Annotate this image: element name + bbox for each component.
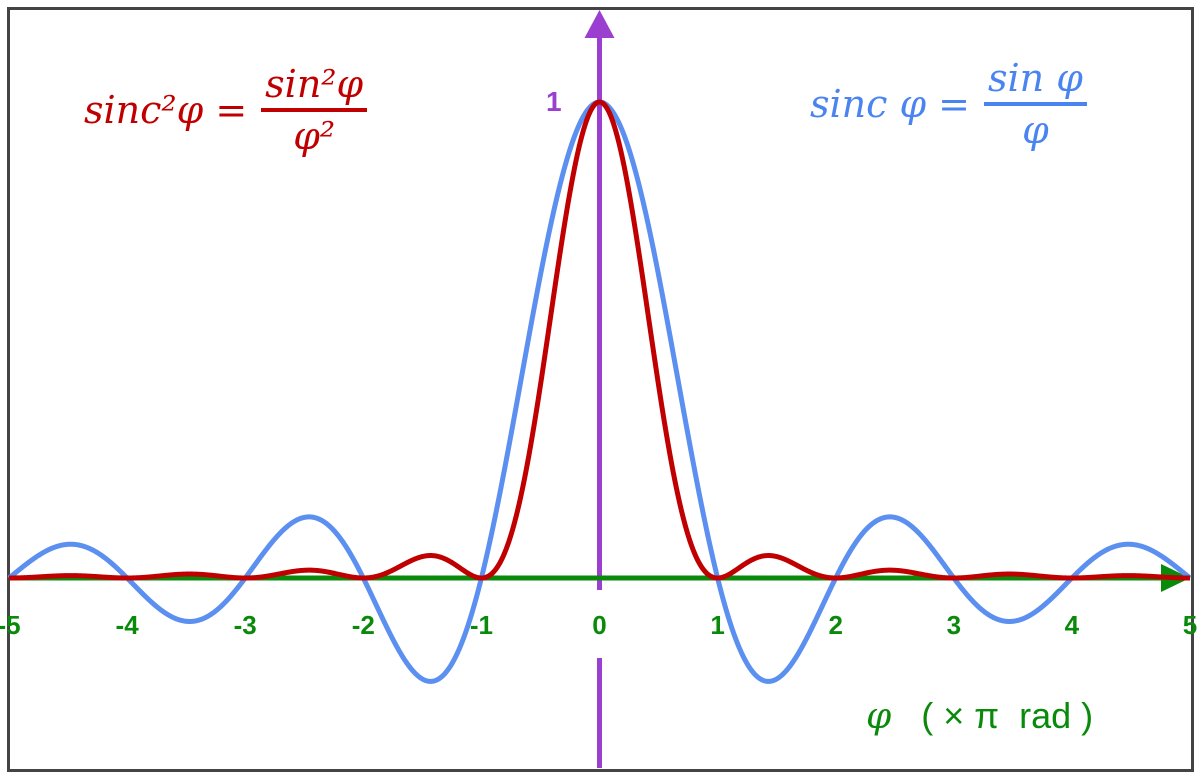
x-tick-label: -5	[0, 610, 21, 640]
legend-sinc-squared-lhs: sinc²φ =	[84, 88, 248, 132]
x-tick-label: -2	[351, 610, 375, 640]
fraction-denominator: φ	[1022, 108, 1049, 152]
y-tick-label-1: 1	[546, 86, 562, 117]
legend-sinc-fraction: sin φ φ	[984, 56, 1087, 152]
x-axis-unit: ( × π rad )	[921, 695, 1094, 736]
legend-sinc-squared: sinc²φ = sin²φ φ²	[84, 62, 368, 158]
x-tick-label: 2	[828, 610, 843, 640]
legend-sinc-squared-fraction: sin²φ φ²	[261, 62, 368, 158]
x-tick-label: 4	[1064, 610, 1080, 640]
legend-sinc-lhs: sinc φ =	[810, 82, 971, 126]
sinc-squared-curve	[7, 99, 1192, 581]
x-tick-label: -3	[233, 610, 257, 640]
x-tick-label: -4	[115, 610, 139, 640]
y-axis-arrow-icon	[584, 10, 615, 38]
x-tick-label: 5	[1182, 610, 1198, 640]
x-axis-label: φ ( × π rad )	[866, 695, 1093, 737]
x-tick-label: -1	[469, 610, 493, 640]
legend-sinc: sinc φ = sin φ φ	[810, 56, 1087, 152]
x-tick-label: 0	[592, 610, 607, 640]
fraction-numerator: sin²φ	[261, 62, 368, 112]
x-tick-label: 3	[946, 610, 962, 640]
chart-frame	[7, 7, 1194, 772]
x-axis-symbol: φ	[866, 696, 892, 737]
fraction-denominator: φ²	[293, 114, 336, 158]
fraction-numerator: sin φ	[984, 56, 1087, 106]
x-tick-label: 1	[710, 610, 725, 640]
